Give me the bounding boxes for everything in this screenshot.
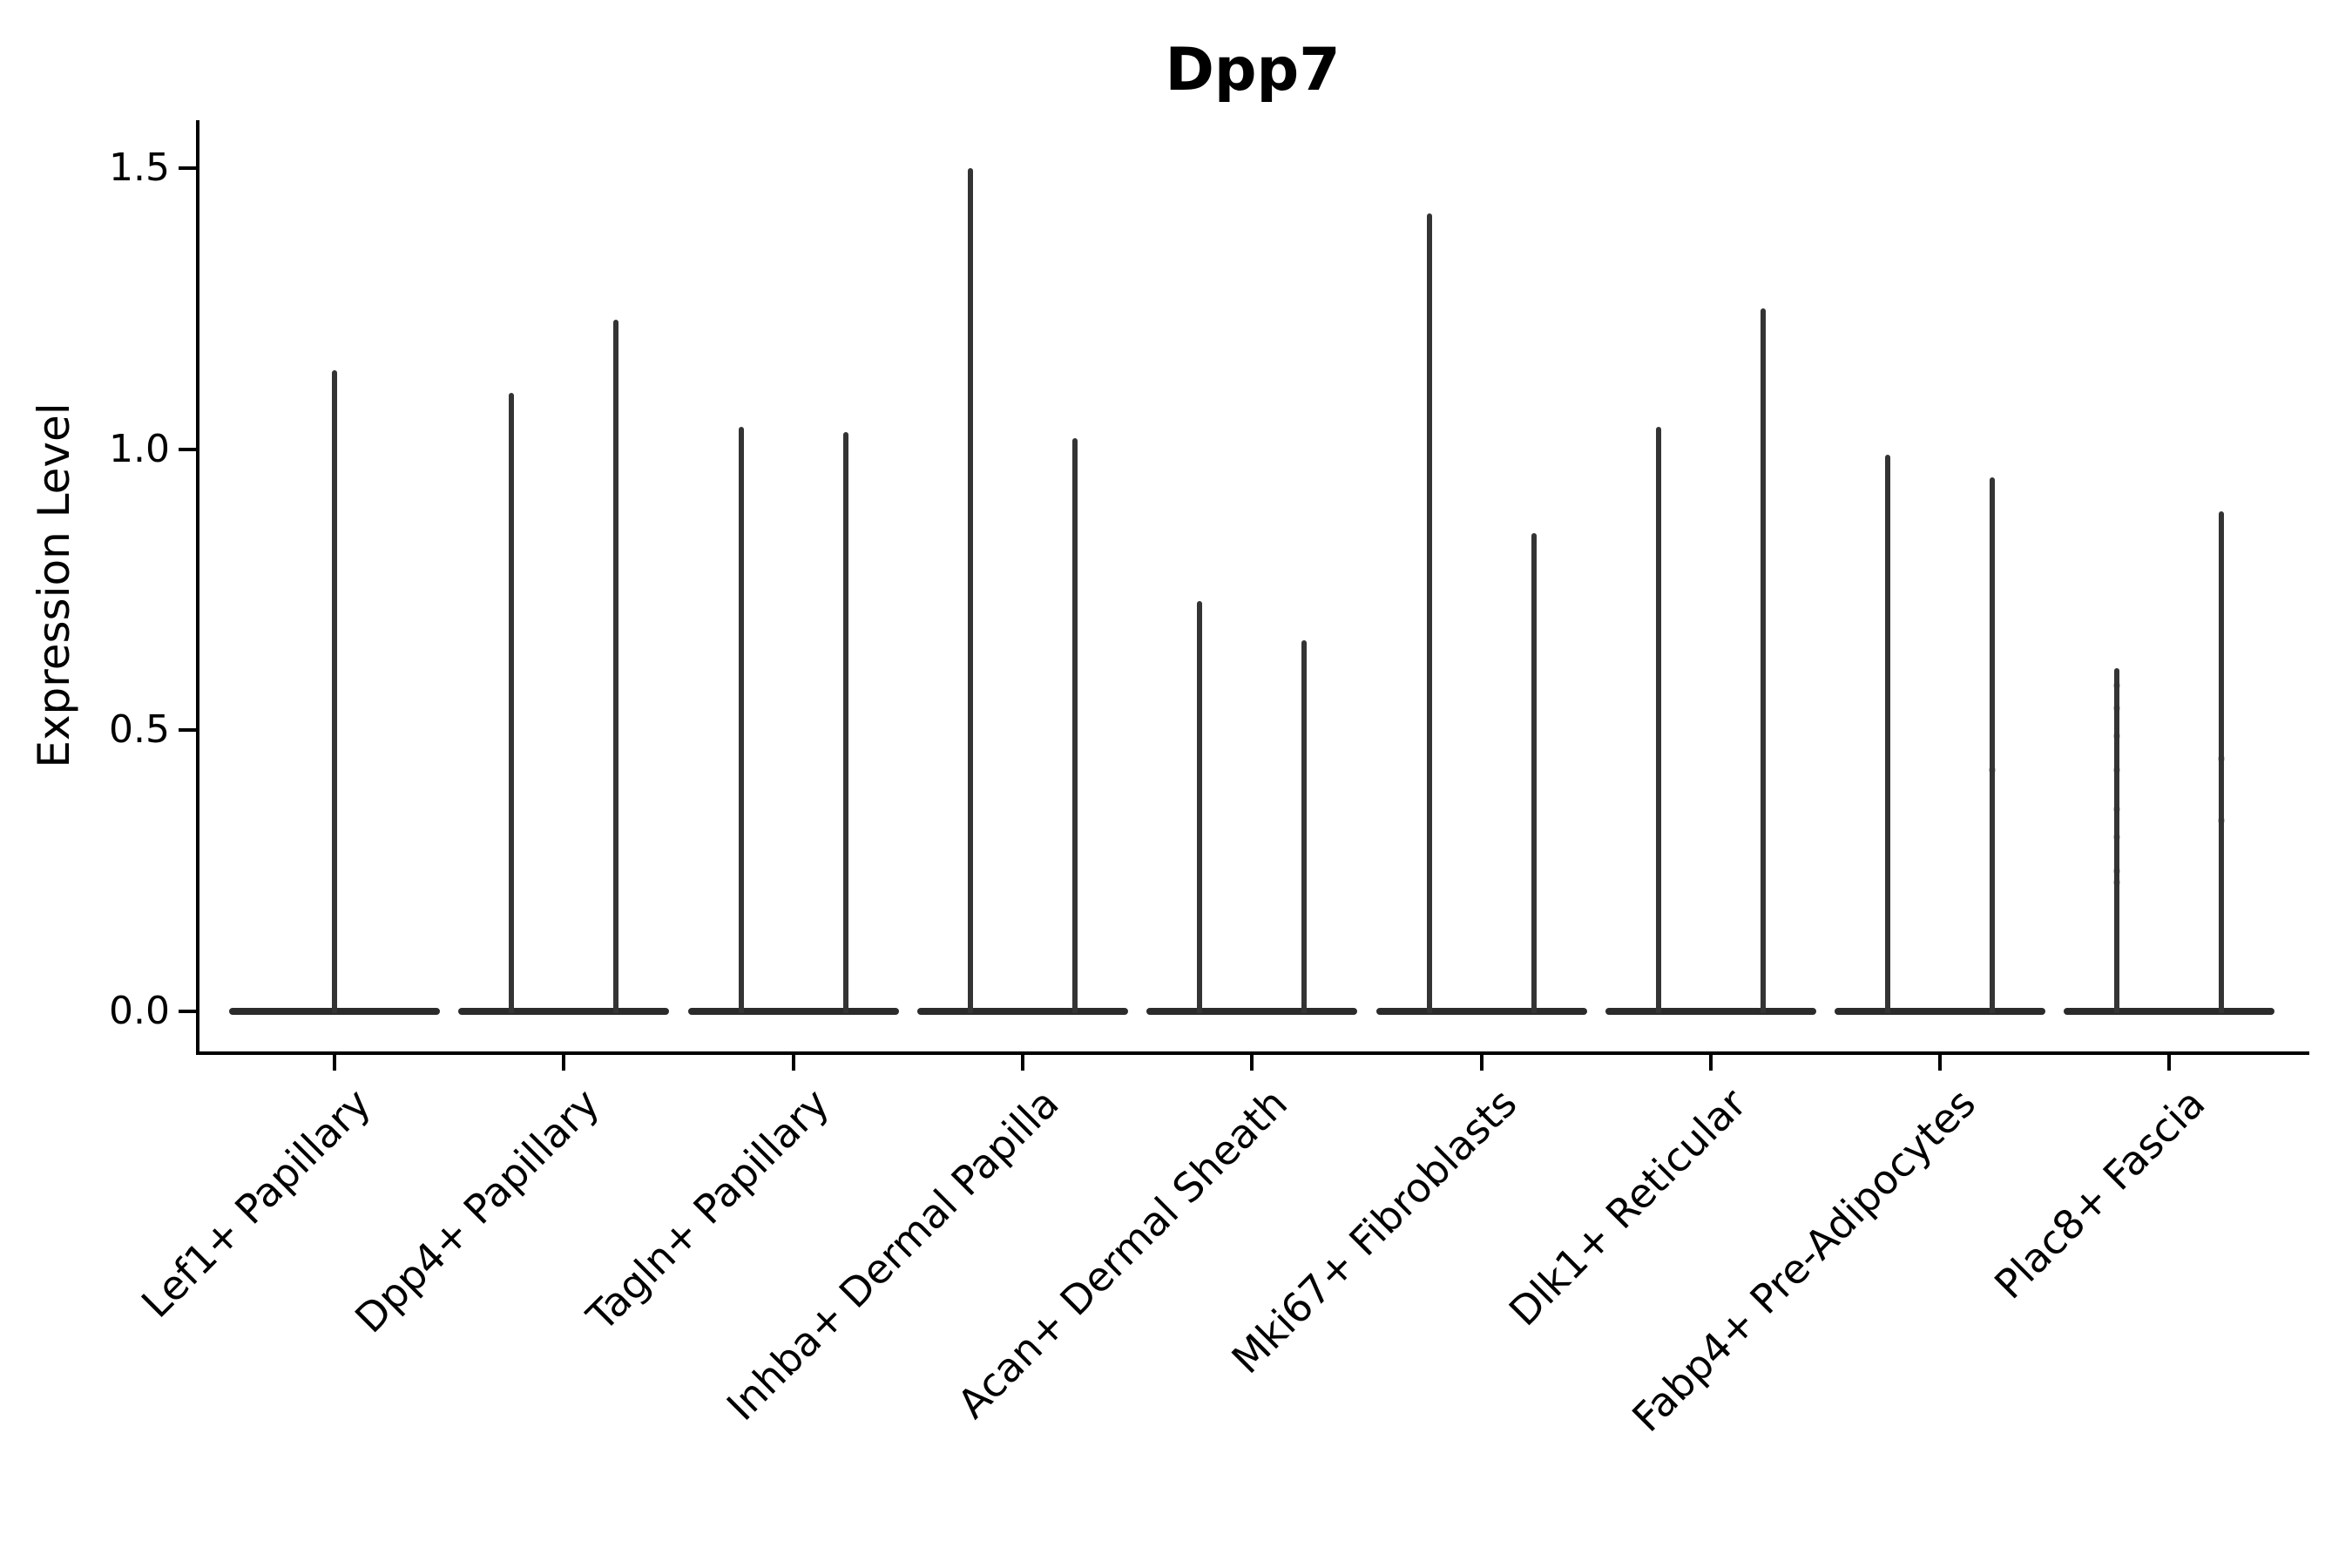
x-axis-line: [196, 1051, 2309, 1055]
y-tick-label: 1.0: [109, 426, 170, 471]
violin-base: [1835, 1008, 2046, 1015]
x-tick-label: Dpp4+ Papillary: [346, 1079, 609, 1342]
violin-spike: [1655, 426, 1661, 1013]
x-tick-mark: [791, 1055, 795, 1071]
violin-base: [458, 1008, 670, 1015]
x-tick-mark: [1708, 1055, 1713, 1071]
violin-spike: [1760, 308, 1766, 1013]
violin-spike: [332, 370, 337, 1013]
violin-base: [1146, 1008, 1358, 1015]
violin-spike: [613, 320, 619, 1013]
y-axis-line: [196, 120, 199, 1055]
x-tick-mark: [1020, 1055, 1024, 1071]
jitter-dot: [2113, 766, 2121, 774]
violin-base: [687, 1008, 899, 1015]
jitter-dot: [2113, 833, 2121, 841]
jitter-dot: [2218, 816, 2226, 824]
jitter-dot: [2113, 681, 2121, 689]
x-tick-label: Plac8+ Fascia: [1985, 1079, 2214, 1308]
violin-spike: [1197, 600, 1203, 1013]
y-axis-label: Expression Level: [29, 402, 79, 768]
jitter-dot: [2113, 878, 2121, 886]
x-tick-mark: [1938, 1055, 1943, 1071]
violin-spike: [1301, 640, 1308, 1013]
violin-base: [916, 1008, 1128, 1015]
x-tick-mark: [1250, 1055, 1254, 1071]
chart-title: Dpp7: [1165, 36, 1341, 105]
violin-base: [2064, 1008, 2275, 1015]
x-tick-mark: [333, 1055, 336, 1071]
x-tick-mark: [562, 1055, 566, 1071]
y-tick-mark: [179, 447, 196, 451]
y-tick-label: 0.0: [109, 989, 170, 1033]
violin-spike: [1071, 437, 1078, 1013]
violin-base: [1375, 1008, 1587, 1015]
violin-spike: [1426, 213, 1432, 1013]
x-tick-mark: [2167, 1055, 2172, 1071]
violin-spike: [1885, 455, 1891, 1013]
x-tick-mark: [1479, 1055, 1484, 1071]
violin-base: [1605, 1008, 1816, 1015]
jitter-dot: [2113, 805, 2121, 813]
y-tick-label: 0.5: [109, 707, 170, 753]
violin-spike: [2114, 668, 2120, 1013]
y-tick-mark: [179, 166, 196, 171]
violin-spike: [738, 426, 744, 1013]
violin-spike: [842, 432, 848, 1013]
x-tick-label: Dlk1+ Reticular: [1499, 1079, 1756, 1335]
jitter-dot: [2218, 754, 2226, 762]
jitter-dot: [1989, 766, 1997, 774]
x-tick-label: Lef1+ Papillary: [132, 1079, 380, 1328]
x-tick-label: Tagln+ Papillary: [578, 1079, 838, 1341]
y-tick-label: 1.5: [109, 145, 170, 191]
violin-spike: [967, 168, 973, 1013]
violin-spike: [1990, 476, 1996, 1013]
violin-spike: [2219, 510, 2225, 1013]
violin-spike: [509, 393, 515, 1013]
jitter-dot: [2113, 867, 2121, 875]
jitter-dot: [2113, 732, 2121, 740]
jitter-dot: [2113, 704, 2121, 712]
y-tick-mark: [179, 728, 196, 733]
y-tick-mark: [179, 1010, 196, 1013]
violin-spike: [1531, 533, 1537, 1013]
